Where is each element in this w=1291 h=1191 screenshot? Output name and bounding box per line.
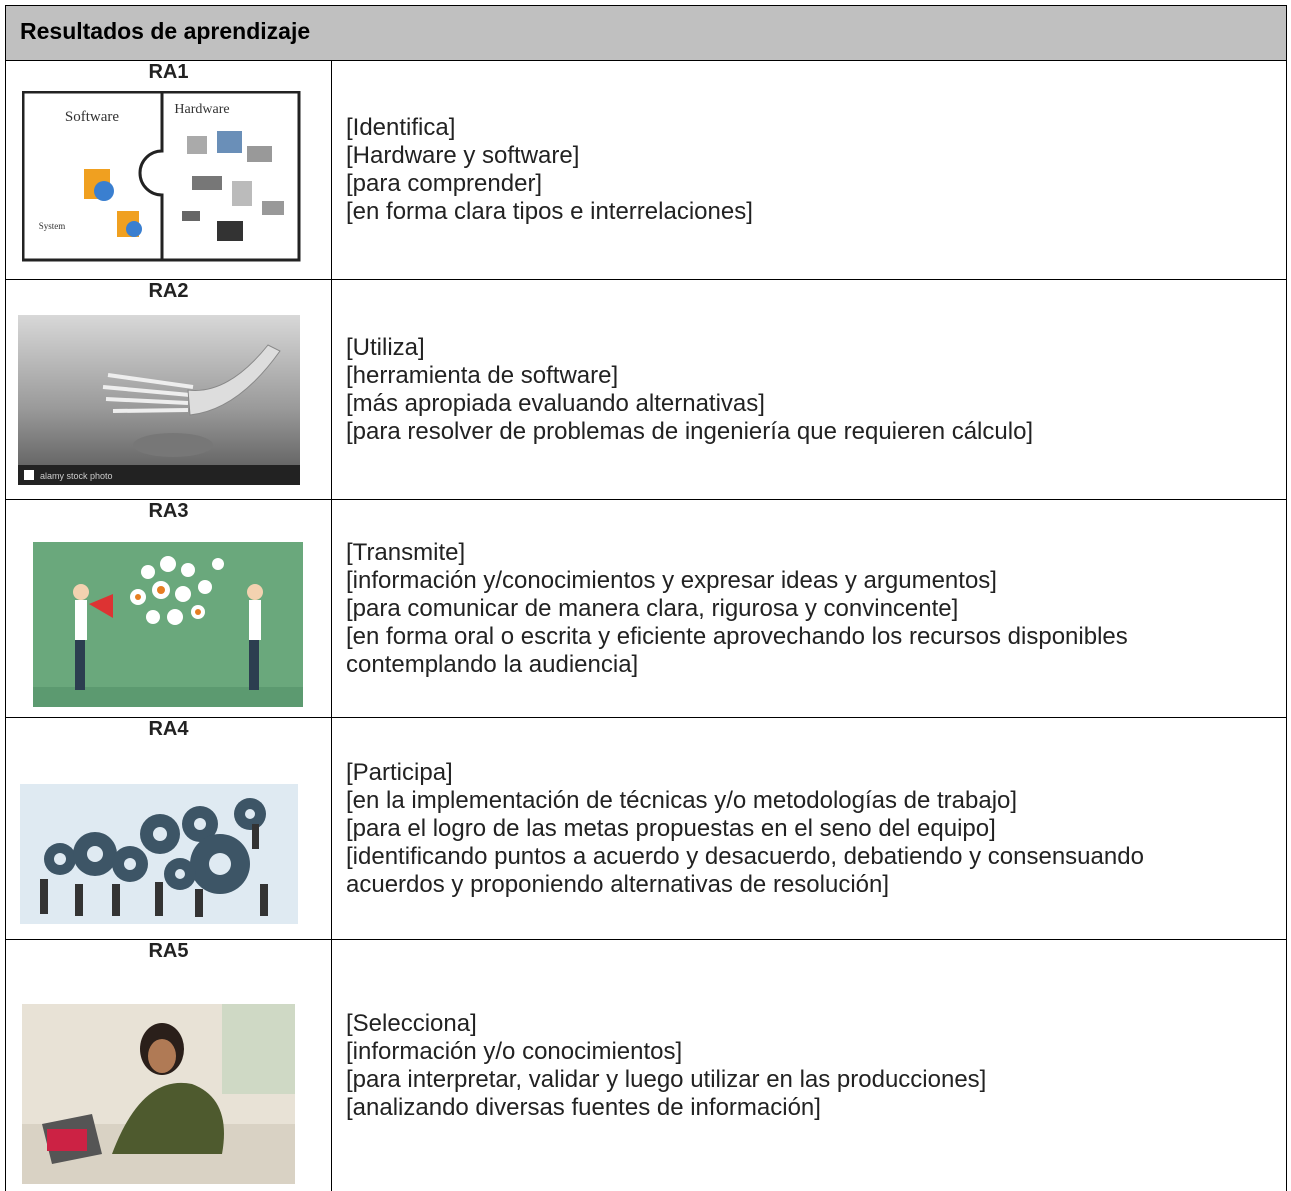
text-cell: [Utiliza] [herramienta de software] [más a… xyxy=(346,280,1246,499)
text-line: [identificando puntos a acuerdo y desacu… xyxy=(346,842,1144,898)
text-line: [Participa] xyxy=(346,758,453,786)
text-line: [para interpretar, validar y luego utili… xyxy=(346,1065,987,1093)
table-header: Resultados de aprendizaje xyxy=(5,5,1287,61)
text-line: [para resolver de problemas de ingenierí… xyxy=(346,417,1034,445)
table-row: RA3 [Transmite] [información y/conocimien… xyxy=(5,500,1287,718)
text-line: [información y/o conocimientos] xyxy=(346,1037,683,1065)
table-row: RA5 [Selecciona] [información y/o conocim… xyxy=(5,940,1287,1191)
illustration: alamy stock photo xyxy=(18,315,300,485)
text-line: [en la implementación de técnicas y/o me… xyxy=(346,786,1018,814)
text-line: [Selecciona] xyxy=(346,1009,477,1037)
image-cell: RA4 xyxy=(6,718,332,939)
text-cell: [Identifica] [Hardware y software] [para c… xyxy=(346,61,1246,279)
illustration xyxy=(20,784,298,924)
text-line: [Utiliza] xyxy=(346,333,425,361)
text-line: [Hardware y software] xyxy=(346,142,580,169)
header-title: Resultados de aprendizaje xyxy=(20,18,311,44)
image-text: System xyxy=(39,221,66,231)
text-line: [para el logro de las metas propuestas e… xyxy=(346,814,996,842)
illustration xyxy=(33,542,303,707)
image-cell: RA2 alamy stock photo xyxy=(6,280,332,499)
row-label: RA3 xyxy=(148,500,189,522)
text-line: [información y/conocimientos y expresar … xyxy=(346,566,997,594)
image-text: alamy stock photo xyxy=(40,471,113,481)
text-line: [más apropiada evaluando alternativas] xyxy=(346,389,765,417)
text-line: [Transmite] xyxy=(346,538,466,566)
image-text: Software xyxy=(65,109,119,125)
text-cell: [Participa] [en la implementación de técn… xyxy=(346,718,1246,939)
row-label: RA1 xyxy=(148,61,189,83)
text-line: [analizando diversas fuentes de informac… xyxy=(346,1093,821,1121)
image-cell: RA3 xyxy=(6,500,332,717)
text-cell: [Selecciona] [información y/o conocimient… xyxy=(346,940,1246,1191)
row-label: RA5 xyxy=(148,940,189,962)
text-line: [en forma oral o escrita y eficiente apr… xyxy=(346,622,1128,678)
table-row: RA4 [Participa] [en la implementación de … xyxy=(5,718,1287,940)
table-row: RA2 alamy stock photo [Utiliza] [herramie… xyxy=(5,280,1287,500)
table-row: RA1 Software Hardware System [Identifica… xyxy=(5,61,1287,280)
text-line: [para comprender] xyxy=(346,170,543,197)
row-label: RA2 xyxy=(148,280,189,302)
image-cell: RA5 xyxy=(6,940,332,1191)
text-line: [herramienta de software] xyxy=(346,361,619,389)
illustration xyxy=(22,1004,295,1184)
image-cell: RA1 Software Hardware System xyxy=(6,61,332,279)
text-line: [Identifica] xyxy=(346,114,456,141)
text-cell: [Transmite] [información y/conocimientos … xyxy=(346,500,1246,717)
text-line: [en forma clara tipos e interrelaciones] xyxy=(346,198,753,225)
row-label: RA4 xyxy=(148,718,189,740)
image-text: Hardware xyxy=(174,102,229,117)
illustration: Software Hardware System xyxy=(22,91,301,262)
text-line: [para comunicar de manera clara, riguros… xyxy=(346,594,959,622)
